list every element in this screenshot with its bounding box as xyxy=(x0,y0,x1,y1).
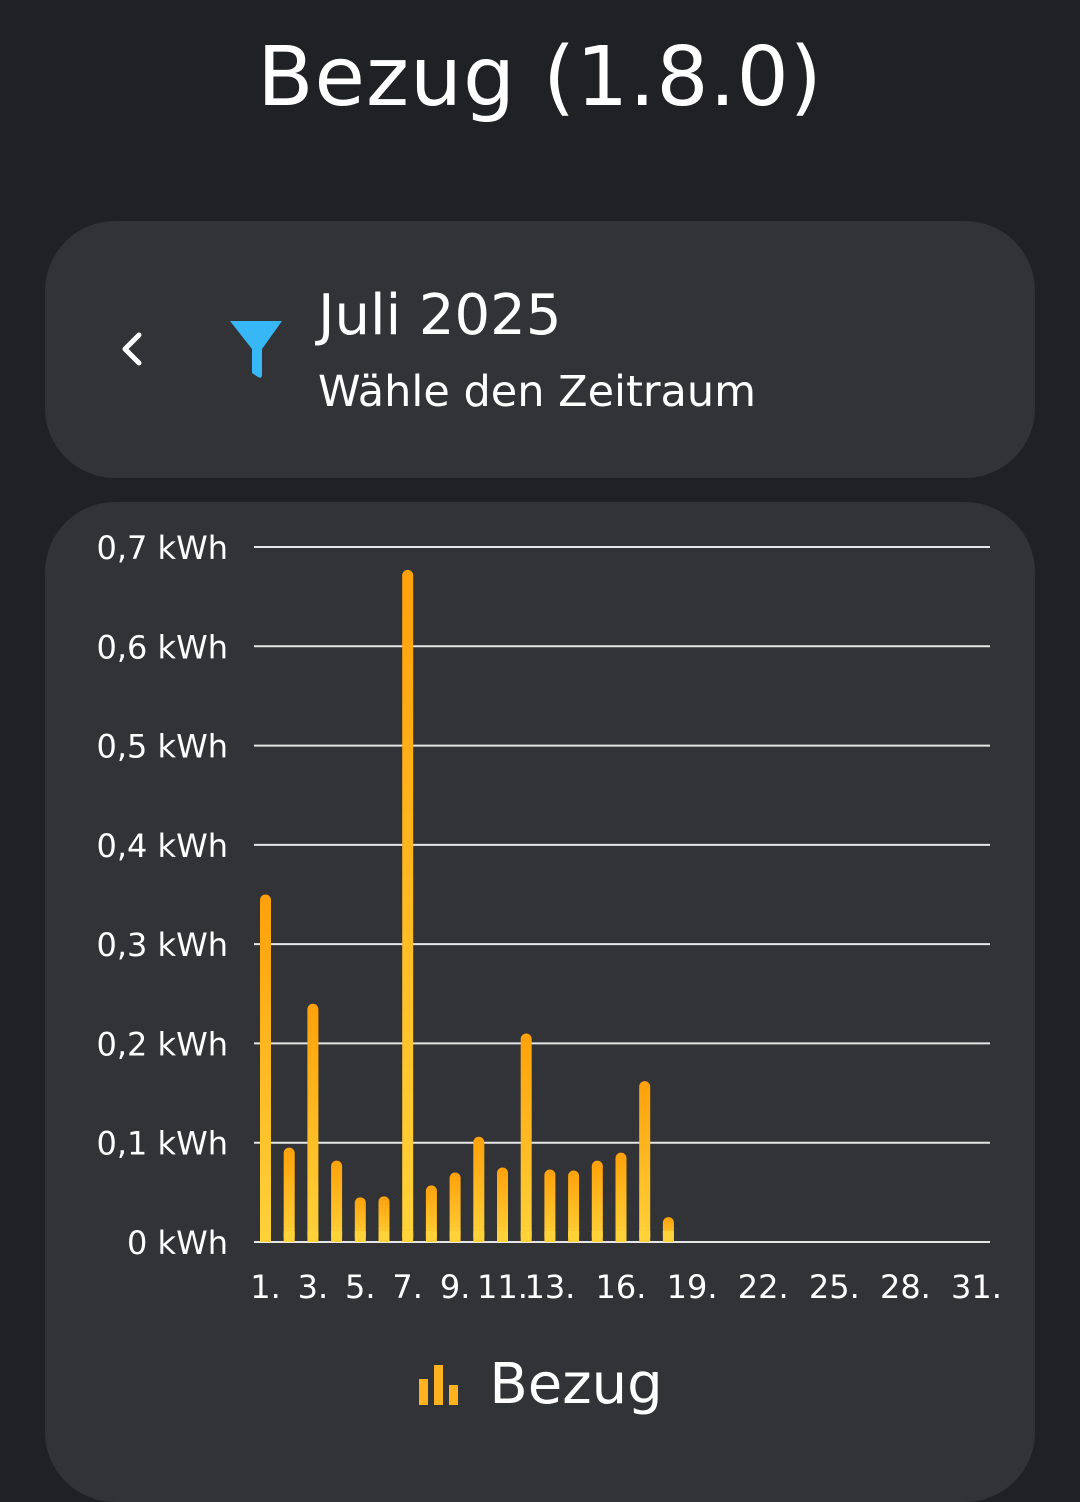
chart-bar-base xyxy=(520,1231,532,1242)
page-title: Bezug (1.8.0) xyxy=(257,30,823,125)
chart-bar[interactable] xyxy=(615,1152,627,1242)
chart-bar-base xyxy=(544,1231,556,1242)
x-tick-label: 13. xyxy=(524,1268,575,1306)
bar-chart: 0,7 kWh 0,6 kWh 0,5 kWh 0,4 kWh 0,3 kWh 0,2 k… xyxy=(96,529,1002,1306)
x-tick-label: 3. xyxy=(298,1268,329,1306)
x-tick-label: 28. xyxy=(880,1268,931,1306)
chart-bar-base xyxy=(473,1231,485,1242)
y-tick-label: 0,7 kWh xyxy=(96,529,228,567)
bar-chart-icon xyxy=(419,1364,459,1405)
chart-bar[interactable] xyxy=(449,1172,461,1243)
y-tick-label: 0 kWh xyxy=(127,1224,228,1262)
chart-card xyxy=(45,502,1035,1502)
chart-legend[interactable]: Bezug xyxy=(0,1352,1080,1417)
chart-bar-base xyxy=(307,1231,319,1242)
chart-bar[interactable] xyxy=(591,1160,603,1242)
x-tick-label: 5. xyxy=(345,1268,376,1306)
y-tick-label: 0,2 kWh xyxy=(96,1025,228,1063)
chart-bar[interactable] xyxy=(283,1147,295,1242)
x-tick-label: 11. xyxy=(477,1268,528,1306)
period-hint: Wähle den Zeitraum xyxy=(318,367,756,417)
chart-bar-base xyxy=(260,1231,271,1242)
chart-bar-base xyxy=(283,1231,295,1242)
x-tick-label: 7. xyxy=(392,1268,423,1306)
filter-icon[interactable] xyxy=(228,319,284,381)
period-month-label: Juli 2025 xyxy=(318,283,562,348)
chart-bar[interactable] xyxy=(331,1160,343,1242)
chart-bar[interactable] xyxy=(402,569,414,1242)
chart-bar[interactable] xyxy=(497,1167,508,1242)
chart-bar-base xyxy=(591,1231,603,1242)
period-selector-card[interactable]: Juli 2025 Wähle den Zeitraum xyxy=(45,221,1035,478)
chart-bar[interactable] xyxy=(544,1169,556,1242)
x-tick-label: 1. xyxy=(250,1268,281,1306)
chart-bar-base xyxy=(331,1231,343,1242)
chart-bar[interactable] xyxy=(639,1081,651,1242)
chart-bar[interactable] xyxy=(520,1033,532,1243)
chart-bar-base xyxy=(639,1231,651,1242)
chart-bar-base xyxy=(425,1231,437,1242)
x-tick-label: 19. xyxy=(667,1268,718,1306)
chart-bar[interactable] xyxy=(354,1197,366,1242)
chart-bar-base xyxy=(497,1231,508,1242)
chart-bar-base xyxy=(402,1231,414,1242)
x-tick-label: 22. xyxy=(738,1268,789,1306)
chart-bar[interactable] xyxy=(307,1003,319,1242)
chart-bar[interactable] xyxy=(473,1136,485,1242)
chart-bar-base xyxy=(449,1231,461,1242)
legend-label: Bezug xyxy=(489,1352,663,1417)
x-tick-label: 31. xyxy=(951,1268,1002,1306)
y-tick-label: 0,3 kWh xyxy=(96,926,228,964)
chart-bar-base xyxy=(615,1231,627,1242)
y-tick-label: 0,6 kWh xyxy=(96,628,228,666)
x-tick-label: 9. xyxy=(440,1268,471,1306)
y-tick-label: 0,5 kWh xyxy=(96,728,228,766)
x-tick-label: 25. xyxy=(809,1268,860,1306)
chart-bar[interactable] xyxy=(378,1196,390,1242)
chart-bar[interactable] xyxy=(568,1170,580,1242)
chart-bar[interactable] xyxy=(260,894,271,1243)
y-tick-label: 0,4 kWh xyxy=(96,827,228,865)
chart-bar-base xyxy=(378,1231,390,1242)
chart-bar-base xyxy=(568,1231,580,1242)
chevron-left-icon xyxy=(122,332,142,366)
chart-bar[interactable] xyxy=(425,1185,437,1242)
back-button[interactable] xyxy=(107,319,157,379)
x-tick-label: 16. xyxy=(596,1268,647,1306)
chart-bar-base xyxy=(662,1231,674,1242)
chart-bar-base xyxy=(354,1231,366,1242)
y-tick-label: 0,1 kWh xyxy=(96,1125,228,1163)
